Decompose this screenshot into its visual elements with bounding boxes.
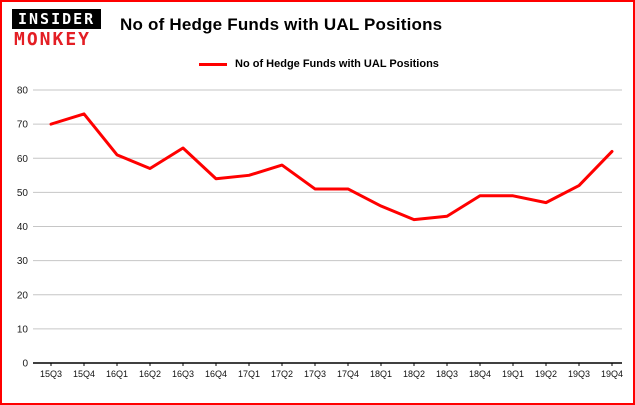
- svg-text:17Q1: 17Q1: [238, 369, 260, 379]
- svg-text:18Q3: 18Q3: [436, 369, 458, 379]
- svg-text:17Q4: 17Q4: [337, 369, 359, 379]
- svg-text:17Q3: 17Q3: [304, 369, 326, 379]
- logo-insider-text: INSIDER: [12, 9, 102, 29]
- svg-text:50: 50: [17, 188, 29, 199]
- svg-text:18Q2: 18Q2: [403, 369, 425, 379]
- svg-text:10: 10: [17, 324, 29, 335]
- svg-text:70: 70: [17, 120, 29, 131]
- svg-text:18Q1: 18Q1: [370, 369, 392, 379]
- svg-text:0: 0: [22, 359, 28, 370]
- svg-text:60: 60: [17, 154, 29, 165]
- svg-text:18Q4: 18Q4: [469, 369, 491, 379]
- svg-text:17Q2: 17Q2: [271, 369, 293, 379]
- svg-text:30: 30: [17, 256, 29, 267]
- legend-line-swatch: [199, 62, 227, 66]
- legend-label: No of Hedge Funds with UAL Positions: [235, 58, 439, 70]
- svg-text:16Q3: 16Q3: [172, 369, 194, 379]
- svg-text:40: 40: [17, 222, 29, 233]
- svg-text:16Q2: 16Q2: [139, 369, 161, 379]
- svg-text:19Q3: 19Q3: [568, 369, 590, 379]
- line-chart: 0 10 20 30 40 50 60 70 80 15Q3 15Q4 16Q1 16Q2 16Q3 16Q…: [17, 86, 623, 380]
- svg-text:19Q4: 19Q4: [601, 369, 623, 379]
- svg-text:19Q2: 19Q2: [535, 369, 557, 379]
- plot-area: 0 10 20 30 40 50 60 70 80 15Q3 15Q4 16Q1 16Q2 16Q3 16Q…: [2, 80, 633, 403]
- legend: No of Hedge Funds with UAL Positions: [199, 58, 439, 70]
- insider-monkey-logo: INSIDER MONKEY: [12, 9, 102, 50]
- svg-text:20: 20: [17, 290, 29, 301]
- svg-text:80: 80: [17, 86, 29, 97]
- svg-text:19Q1: 19Q1: [502, 369, 524, 379]
- logo-monkey-text: MONKEY: [14, 29, 92, 50]
- svg-text:16Q4: 16Q4: [205, 369, 227, 379]
- svg-text:16Q1: 16Q1: [106, 369, 128, 379]
- svg-text:15Q4: 15Q4: [73, 369, 95, 379]
- svg-text:15Q3: 15Q3: [40, 369, 62, 379]
- chart-title: No of Hedge Funds with UAL Positions: [120, 15, 443, 34]
